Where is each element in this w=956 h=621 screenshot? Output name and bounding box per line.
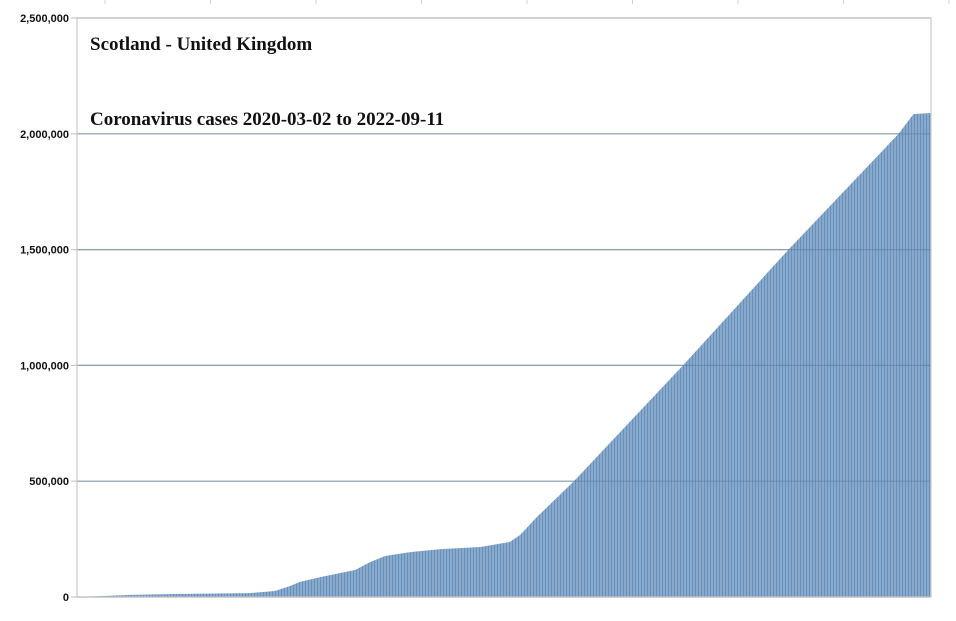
cases-bars: [77, 113, 931, 597]
y-tick-label: 1,500,000: [20, 245, 69, 257]
y-tick-label: 0: [63, 592, 69, 604]
y-tick-label: 2,000,000: [20, 129, 69, 141]
chart-title: Scotland - United Kingdom: [90, 34, 312, 55]
top-tick-marks: [104, 0, 950, 4]
y-axis: 0 500,000 1,000,000 1,500,000 2,000,000 2,500…: [20, 13, 77, 604]
plot-frame: [76, 17, 932, 598]
chart-subtitle: Coronavirus cases 2020-03-02 to 2022-09-…: [90, 109, 444, 130]
y-tick-label: 500,000: [29, 476, 69, 488]
y-tick-label: 2,500,000: [20, 13, 69, 25]
y-tick-label: 1,000,000: [20, 360, 69, 372]
